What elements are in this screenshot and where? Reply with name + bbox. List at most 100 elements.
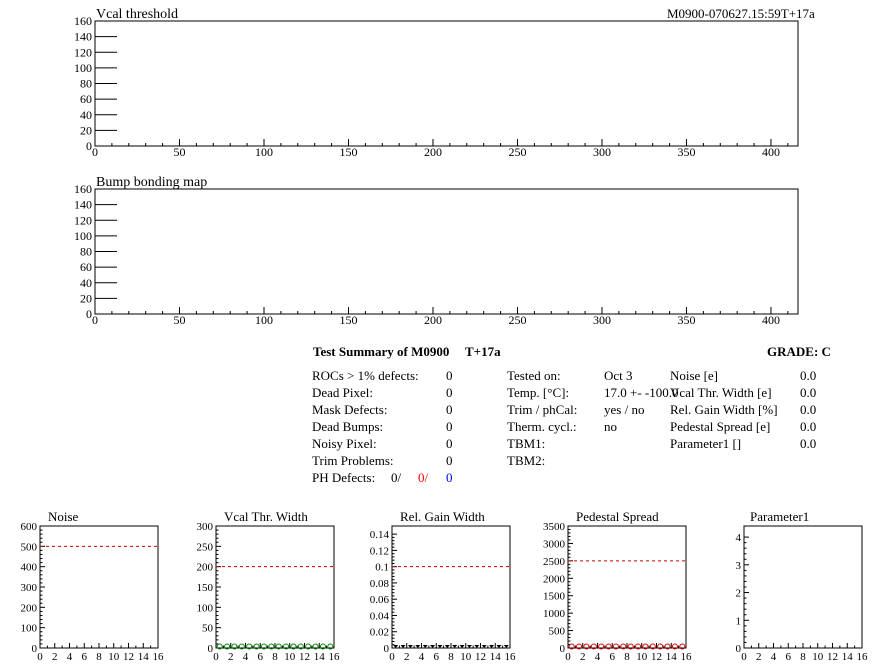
x-tick-label: 0 <box>92 145 98 159</box>
x-tick-label: 0 <box>37 651 43 663</box>
data-point <box>437 645 443 648</box>
y-tick-label: 0 <box>86 139 92 153</box>
condition-label: Therm. cycl.: <box>507 419 577 434</box>
y-tick-label: 160 <box>74 182 92 196</box>
ph-defects-value-2: 0/ <box>418 470 429 485</box>
y-tick-label: 40 <box>80 276 92 290</box>
data-point <box>627 643 634 650</box>
condition-value: Oct 3 <box>604 368 633 383</box>
y-tick-label: 500 <box>21 541 38 553</box>
data-point <box>400 645 406 648</box>
x-tick-label: 16 <box>857 651 869 663</box>
x-tick-label: 12 <box>475 651 486 663</box>
plot-frame <box>94 20 799 147</box>
y-tick-label: 300 <box>21 582 38 594</box>
x-tick-label: 0 <box>92 313 98 327</box>
x-tick-label: 8 <box>272 651 278 663</box>
chart-title: Rel. Gain Width <box>400 509 485 524</box>
condition-label: Temp. [°C]: <box>507 385 570 400</box>
y-tick-label: 60 <box>80 260 92 274</box>
condition-value: yes / no <box>604 402 645 417</box>
y-tick-label: 0 <box>384 643 390 655</box>
condition-label: Trim / phCal: <box>507 402 578 417</box>
data-point <box>612 643 619 650</box>
ph-defects-value-3: 0 <box>446 470 453 485</box>
x-tick-label: 2 <box>52 651 58 663</box>
y-tick-label: 0 <box>208 643 214 655</box>
x-tick-label: 16 <box>153 651 165 663</box>
defect-label: Trim Problems: <box>312 453 394 468</box>
y-tick-label: 0 <box>736 643 742 655</box>
plot-frame <box>391 525 511 649</box>
data-point <box>503 645 509 648</box>
x-tick-label: 200 <box>424 313 442 327</box>
y-tick-label: 0.04 <box>370 610 390 622</box>
data-point <box>481 645 487 648</box>
grade-label: GRADE: C <box>767 344 831 359</box>
x-tick-label: 400 <box>762 145 780 159</box>
x-tick-label: 10 <box>636 651 648 663</box>
y-tick-label: 160 <box>74 14 92 28</box>
chart-title: Vcal Thr. Width <box>224 509 308 524</box>
data-point <box>664 643 671 650</box>
data-point <box>649 643 656 650</box>
y-tick-label: 140 <box>74 30 92 44</box>
x-tick-label: 4 <box>67 651 73 663</box>
y-tick-label: 80 <box>80 245 92 259</box>
x-tick-label: 0 <box>741 651 747 663</box>
x-tick-label: 8 <box>96 651 102 663</box>
data-point <box>466 645 472 648</box>
x-tick-label: 14 <box>138 651 150 663</box>
y-tick-label: 120 <box>74 213 92 227</box>
data-point <box>576 643 583 650</box>
data-point <box>642 643 649 650</box>
x-tick-label: 12 <box>827 651 838 663</box>
y-tick-label: 0 <box>560 643 566 655</box>
x-tick-label: 0 <box>389 651 395 663</box>
x-tick-label: 300 <box>593 145 611 159</box>
x-tick-label: 10 <box>460 651 472 663</box>
x-tick-label: 350 <box>677 313 695 327</box>
x-tick-label: 2 <box>228 651 234 663</box>
y-tick-label: 20 <box>80 291 92 305</box>
condition-value: no <box>604 419 617 434</box>
data-point <box>657 643 664 650</box>
data-point <box>231 643 238 650</box>
data-point <box>415 645 421 648</box>
parameter-label: Pedestal Spread [e] <box>670 419 771 434</box>
run-label: M0900-070627.15:59T+17a <box>667 6 815 21</box>
x-tick-label: 14 <box>666 651 678 663</box>
x-tick-label: 400 <box>762 313 780 327</box>
y-tick-label: 2500 <box>543 556 566 568</box>
parameter-value: 0.0 <box>800 402 817 417</box>
y-tick-label: 120 <box>74 45 92 59</box>
condition-value: 17.0 +- -100.0 <box>604 385 679 400</box>
parameter-label: Noise [e] <box>670 368 719 383</box>
x-tick-label: 4 <box>595 651 601 663</box>
y-tick-label: 40 <box>80 108 92 122</box>
x-tick-label: 300 <box>593 313 611 327</box>
x-tick-label: 14 <box>490 651 502 663</box>
x-tick-label: 4 <box>419 651 425 663</box>
y-tick-label: 3000 <box>543 538 566 550</box>
y-tick-label: 0.08 <box>370 578 390 590</box>
x-tick-label: 150 <box>339 313 357 327</box>
data-point <box>260 643 267 650</box>
y-tick-label: 0.1 <box>375 562 389 574</box>
x-tick-label: 6 <box>434 651 440 663</box>
data-point <box>297 643 304 650</box>
data-point <box>268 643 275 650</box>
defect-value: 0 <box>446 402 453 417</box>
data-point <box>407 645 413 648</box>
x-tick-label: 150 <box>339 145 357 159</box>
y-tick-label: 140 <box>74 198 92 212</box>
defect-label: ROCs > 1% defects: <box>312 368 419 383</box>
y-tick-label: 0.12 <box>370 545 389 557</box>
y-tick-label: 2 <box>736 588 742 600</box>
y-tick-label: 50 <box>202 623 214 635</box>
y-tick-label: 2000 <box>543 573 566 585</box>
x-tick-label: 8 <box>624 651 630 663</box>
parameter-label: Rel. Gain Width [%] <box>670 402 778 417</box>
y-tick-label: 500 <box>549 626 566 638</box>
